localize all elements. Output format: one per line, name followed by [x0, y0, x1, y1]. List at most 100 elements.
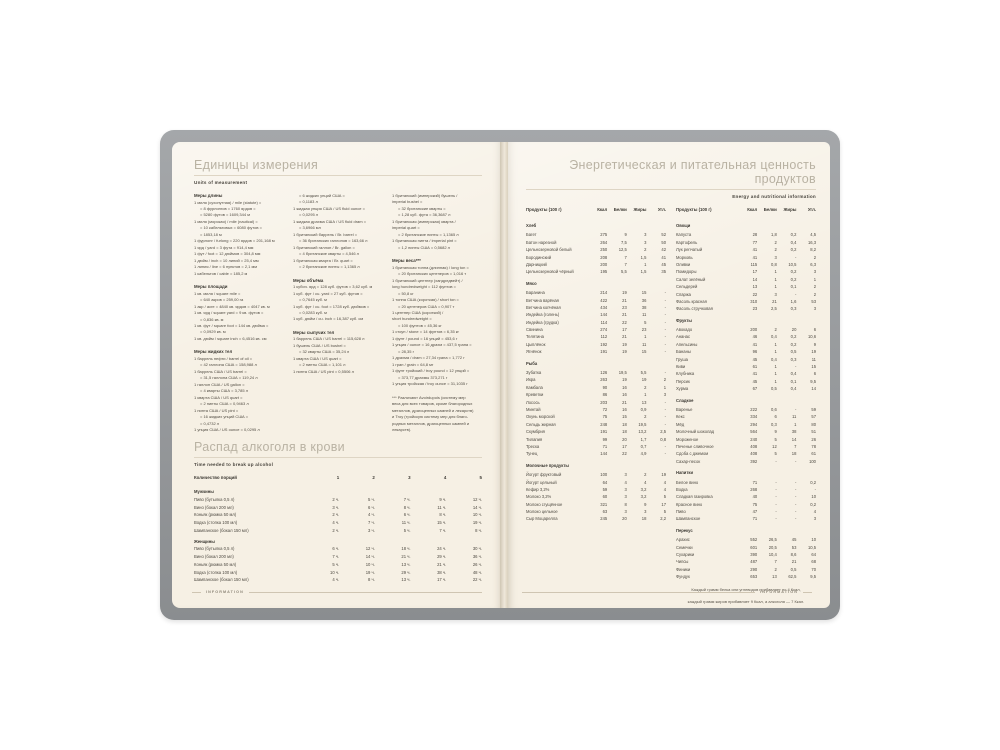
page-gutter [500, 142, 510, 608]
table-row: Цельнозерновой белый 250 12,5 2 42 [526, 246, 666, 253]
nutrition-product-label: Батон нарезной [526, 239, 557, 245]
alcohol-portion-header: 3 [408, 475, 411, 480]
nutrition-column-header: Угл. [807, 207, 816, 212]
units-line: 1 унция США / US ounce = 0,0295 л [194, 427, 260, 433]
table-row: Водка (стопка 100 мл) 10 ч. 19 ч. 29 ч. 38 ч… [194, 569, 482, 577]
nutrition-value-cell: 2,2 [660, 516, 666, 522]
alcohol-time-cell: 10 ч. [329, 569, 340, 575]
nutrition-value-cell: 1,7 [640, 436, 647, 442]
alcohol-drink-label: Водка (стопка 100 мл) [194, 569, 238, 575]
nutrition-value-cell: 68 [811, 559, 816, 565]
nutrition-value-cell: 8 [624, 501, 627, 507]
units-line: 1 баррель США / US barrel = [194, 368, 247, 374]
nutrition-value-cell: 6,3 [810, 261, 816, 267]
table-row: Оливки 115 0,8 10,5 6,3 [676, 261, 816, 268]
units-line: = 2 британские пинты = 1,1365 л [398, 231, 459, 237]
nutrition-product-label: Груша [676, 356, 688, 362]
table-row: Сдоба с джемом 408 5 18 61 [676, 450, 816, 457]
nutrition-value-cell: 19 [622, 290, 627, 296]
nutrition-note-line1: Каждый грамм белка или углеводов прибавл… [691, 586, 801, 592]
nutrition-value-cell: 90 [602, 384, 608, 390]
alcohol-time-cell: 24 ч. [437, 546, 447, 552]
nutrition-group-label: Овощи [676, 223, 691, 228]
table-row: Зубатка 126 19,5 5,5 - [526, 369, 666, 376]
nutrition-value-cell: 4 [624, 479, 627, 485]
nutrition-column-header: Ккал [747, 207, 758, 212]
units-block-title: Меры длины [194, 193, 223, 198]
nutrition-group-label: Мясо [526, 280, 537, 286]
table-row: Индейка (голень) 144 21 11 - [526, 311, 666, 318]
nutrition-value-cell: 4 [644, 479, 647, 485]
units-columns: Меры длины 1 миля (сухопутная) / mile (st… [194, 193, 482, 441]
units-line: 1 пинта США / US pint = 0,5506 л [293, 368, 354, 374]
table-row: Печенье сливочное 408 12 7 78 [676, 443, 816, 450]
nutrition-product-label: Хурма [676, 386, 689, 392]
nutrition-value-cell: - [664, 290, 666, 296]
nutrition-value-cell: 144 [600, 312, 608, 318]
nutrition-value-cell: - [794, 501, 797, 507]
nutrition-value-cell: 0,4 [790, 386, 797, 392]
nutrition-value-cell: 13 [752, 284, 758, 290]
nutrition-value-cell: 263 [600, 377, 608, 383]
table-row: Индейка (грудка) 114 22 5 - [526, 319, 666, 326]
nutrition-value-cell: 0,4 [790, 371, 797, 377]
nutrition-value-cell: 0,8 [771, 261, 777, 267]
units-block: Меры объёма 1 кубич. ярд = 128 куб. футов… [293, 278, 383, 323]
nutrition-value-cell: 392 [750, 458, 758, 464]
units-line: 1 кварта США / US quart = [194, 394, 243, 400]
nutrition-value-cell: 41 [752, 371, 758, 377]
table-row: Семечки 601 20,5 53 10,5 [676, 544, 816, 551]
table-row: Скумбрия 191 18 13,2 2,5 [526, 428, 666, 435]
units-line: = 4 кварты США = 3,785 л [200, 388, 249, 394]
alcohol-drink-label: Водка (стопка 100 мл) [194, 520, 238, 526]
nutrition-column-header: Ккал [597, 207, 608, 212]
nutrition-value-cell: 3 [663, 392, 666, 398]
nutrition-value-cell: 653 [750, 574, 758, 580]
table-row: Шампанское (бокал 150 мл) 4 ч. 8 ч. 13 ч. 17… [194, 576, 482, 584]
nutrition-value-cell: 100 [600, 472, 608, 478]
alcohol-time-cell: 19 ч. [472, 520, 482, 526]
nutrition-product-label: Баранина [526, 290, 545, 296]
table-header-row: Продукты (100 г) Ккал Белки Жиры Угл. [676, 207, 816, 218]
nutrition-value-cell: 1 [774, 276, 777, 282]
nutrition-value-cell: 20,5 [768, 544, 777, 550]
alcohol-time-cell: 12 ч. [365, 546, 375, 552]
nutrition-value-cell: 23 [622, 304, 627, 310]
alcohol-time-cell: 3 ч. [368, 527, 375, 533]
units-column: Меры длины 1 миля (сухопутная) / mile (st… [194, 193, 284, 441]
nutrition-value-cell: 11 [642, 312, 647, 318]
nutrition-group-label: Рыба [526, 360, 538, 366]
table-group-row: Женщины [194, 535, 482, 546]
nutrition-value-cell: 3 [624, 509, 627, 515]
nutrition-value-cell: - [775, 509, 777, 515]
nutrition-value-cell: 16 [622, 392, 627, 398]
units-block: 1 британский (имперский) бушель / imperia… [392, 193, 482, 251]
units-line: 1 куб. дюйм / cu. inch = 16,387 куб. см [293, 316, 364, 322]
nutrition-title-rule [526, 189, 816, 190]
nutrition-value-cell: - [664, 443, 666, 449]
nutrition-value-cell: 1 [774, 269, 777, 275]
nutrition-product-label: Сдоба с джемом [676, 451, 709, 457]
nutrition-value-cell: 2,5 [660, 429, 666, 435]
nutrition-value-cell: 64 [811, 552, 816, 558]
nutrition-value-cell: - [664, 399, 666, 405]
table-row: Сельдь жирная 248 18 19,5 - [526, 421, 666, 428]
nutrition-value-cell: 67 [752, 386, 758, 392]
units-line: 1 британская пинта / imperial pint = [392, 238, 457, 244]
nutrition-product-label: Красное вино [676, 501, 703, 507]
nutrition-product-label: Ягнёнок [526, 349, 542, 355]
nutrition-value-cell: - [775, 458, 777, 464]
nutrition-value-cell: 23 [752, 306, 758, 312]
nutrition-value-cell: 5 [663, 509, 666, 515]
nutrition-value-cell: 75 [752, 501, 758, 507]
nutrition-value-cell: 2 [644, 247, 647, 253]
alcohol-time-cell: 48 ч. [472, 569, 482, 575]
alcohol-portion-header: 4 [443, 475, 447, 480]
nutrition-value-cell: 26 [811, 436, 816, 442]
nutrition-value-cell: 52 [661, 232, 666, 238]
nutrition-value-cell: 1,5 [640, 269, 647, 275]
units-line: 1 кв. ярд / square yard = 9 кв. футов = [194, 310, 264, 316]
units-line: 1 линия / line = 6 пунктов = 2,1 мм [194, 264, 258, 270]
nutrition-value-cell: 5 [774, 451, 777, 457]
units-subtitle: Units of measurement [194, 180, 248, 185]
